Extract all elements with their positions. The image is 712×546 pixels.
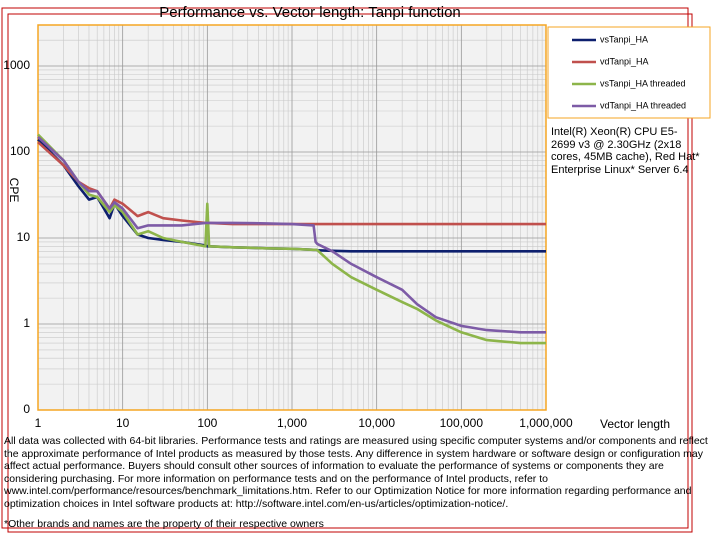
series-line <box>37 135 546 334</box>
y-axis-label: CPE <box>7 178 21 203</box>
footnote: All data was collected with 64-bit libra… <box>4 435 708 510</box>
x-tick-label: 1,000 <box>277 416 307 430</box>
legend-box <box>547 26 711 119</box>
series-line <box>37 133 546 345</box>
footnote: *Other brands and names are the property… <box>4 518 324 530</box>
annotation: Intel(R) Xeon(R) CPU E5-2699 v3 @ 2.30GH… <box>551 126 700 176</box>
frame <box>7 13 693 533</box>
y-tick-label: 1000 <box>3 58 30 72</box>
legend-label: vsTanpi_HA <box>600 34 648 44</box>
frame <box>1 7 689 529</box>
x-tick-label: 10 <box>116 416 130 430</box>
x-tick-label: 100 <box>197 416 217 430</box>
legend-label: vdTanpi_HA <box>600 56 649 66</box>
x-axis-label: Vector length <box>600 417 670 431</box>
x-tick-label: 100,000 <box>440 416 484 430</box>
y-tick-label: 0 <box>23 402 30 416</box>
y-tick-label: 1 <box>23 316 30 330</box>
x-tick-label: 1,000,000 <box>519 416 573 430</box>
x-tick-label: 1 <box>35 416 42 430</box>
plot-border <box>37 24 547 411</box>
legend-label: vdTanpi_HA threaded <box>600 100 686 110</box>
chart-title: Performance vs. Vector length: Tanpi fun… <box>159 4 461 21</box>
y-tick-label: 10 <box>17 230 31 244</box>
x-tick-label: 10,000 <box>358 416 395 430</box>
legend-label: vsTanpi_HA threaded <box>600 78 686 88</box>
y-tick-label: 100 <box>10 144 30 158</box>
